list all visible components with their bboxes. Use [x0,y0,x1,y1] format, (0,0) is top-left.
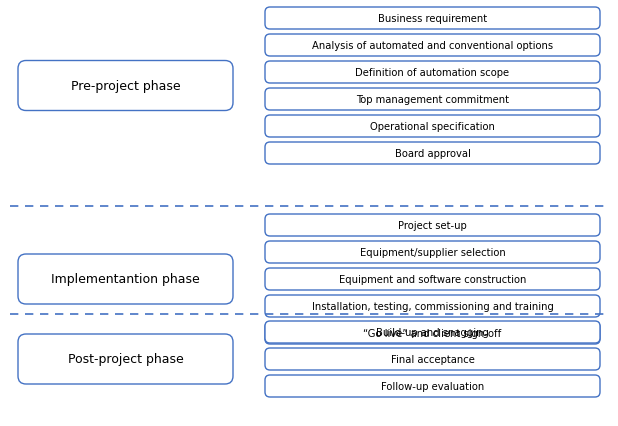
Text: Analysis of automated and conventional options: Analysis of automated and conventional o… [312,41,553,51]
FancyBboxPatch shape [18,334,233,384]
FancyBboxPatch shape [265,62,600,84]
Text: Board approval: Board approval [394,149,470,158]
Text: Top management commitment: Top management commitment [356,95,509,105]
FancyBboxPatch shape [265,322,600,344]
Text: Build-up and snagging: Build-up and snagging [376,327,489,337]
FancyBboxPatch shape [265,321,600,343]
Text: Pre-project phase: Pre-project phase [70,80,180,93]
Text: Definition of automation scope: Definition of automation scope [355,68,510,78]
Text: Post-project phase: Post-project phase [67,353,184,366]
FancyBboxPatch shape [265,375,600,397]
Text: Equipment/supplier selection: Equipment/supplier selection [360,248,506,257]
Text: Business requirement: Business requirement [378,14,487,24]
Text: Implementantion phase: Implementantion phase [51,273,200,286]
FancyBboxPatch shape [18,254,233,304]
FancyBboxPatch shape [265,143,600,164]
Text: Project set-up: Project set-up [398,221,467,230]
Text: Equipment and software construction: Equipment and software construction [339,274,526,284]
Text: Final acceptance: Final acceptance [391,354,475,364]
FancyBboxPatch shape [265,268,600,290]
FancyBboxPatch shape [265,295,600,317]
FancyBboxPatch shape [265,215,600,236]
Text: Follow-up evaluation: Follow-up evaluation [381,381,484,391]
FancyBboxPatch shape [265,89,600,111]
Text: Installation, testing, commissioning and training: Installation, testing, commissioning and… [311,301,554,311]
FancyBboxPatch shape [265,242,600,263]
FancyBboxPatch shape [265,348,600,370]
FancyBboxPatch shape [18,61,233,111]
FancyBboxPatch shape [265,35,600,57]
Text: Operational specification: Operational specification [370,122,495,132]
Text: “Go live” and client sign-off: “Go live” and client sign-off [363,328,502,338]
FancyBboxPatch shape [265,116,600,138]
FancyBboxPatch shape [265,8,600,30]
